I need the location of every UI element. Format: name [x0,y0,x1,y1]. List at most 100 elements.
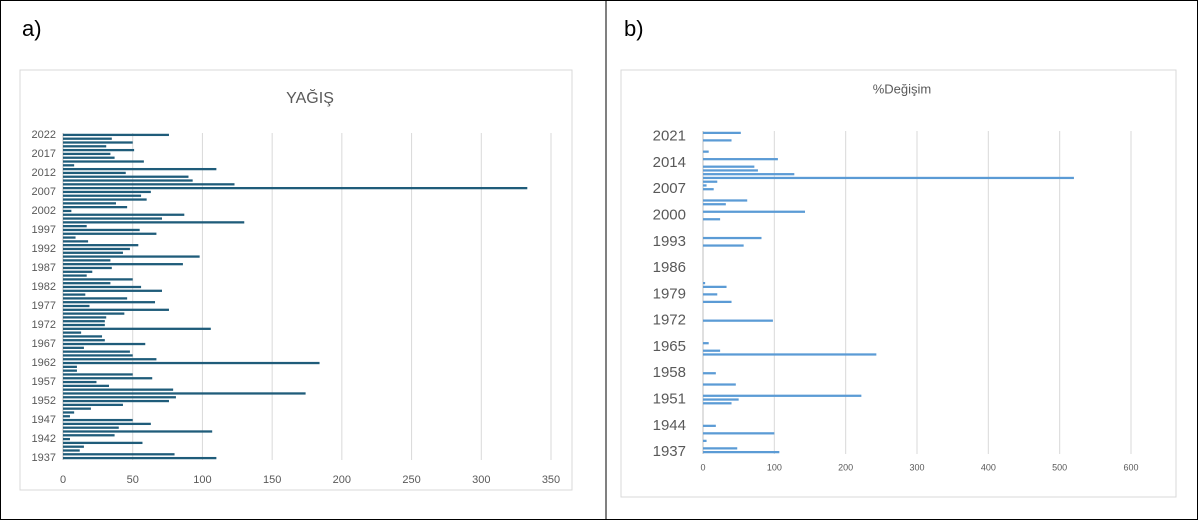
bar [63,160,144,163]
bar [63,217,162,220]
bar [63,434,115,437]
bar [63,399,169,403]
bar [703,184,707,187]
x-tick-label: 100 [767,462,782,472]
y-tick-label: 1972 [32,319,56,331]
bar [63,221,245,224]
bar [63,194,142,197]
bar [703,244,744,247]
bar [63,285,142,289]
bar [63,259,111,262]
bar [703,218,721,221]
bar [63,369,77,372]
bar [703,169,758,172]
bar [63,312,125,315]
y-tick-label: 1982 [32,281,56,293]
bar [63,335,103,338]
y-tick-label: 1987 [32,262,56,274]
bar [63,342,146,346]
y-tick-label: 1986 [653,259,686,276]
panel-label: a) [22,16,42,41]
y-tick-label: 1962 [32,357,56,369]
bar [703,342,709,345]
bar [63,445,84,448]
bar [63,247,130,251]
y-tick-label: 1972 [653,312,686,329]
bar [63,179,193,182]
bar [63,441,143,445]
y-tick-label: 2000 [653,206,686,223]
bar [63,365,77,368]
bar [63,183,235,186]
bar [63,430,213,433]
bar [63,415,70,418]
panel-label: b) [624,16,644,41]
y-tick-label: 1993 [653,233,686,250]
bar [703,210,806,213]
bar [703,281,706,285]
bar [63,388,174,391]
bar [63,320,105,323]
x-tick-label: 300 [472,474,490,486]
y-tick-label: 2022 [32,129,56,141]
x-tick-label: 350 [542,474,560,486]
bar [703,285,727,288]
y-tick-label: 2017 [32,148,56,160]
bar [63,361,320,365]
y-tick-label: 1947 [32,414,56,426]
bar [703,349,721,352]
bar [703,402,732,405]
bar [63,449,80,452]
y-tick-label: 1958 [653,364,686,381]
bar [63,346,84,349]
x-tick-label: 50 [127,474,139,486]
y-tick-label: 2014 [653,154,686,171]
bar [63,175,189,178]
y-tick-label: 1997 [32,224,56,236]
bar [63,236,76,239]
bar [63,350,130,353]
bar [63,301,156,304]
bar [63,456,217,460]
chart-title: YAĞIŞ [286,88,334,107]
x-tick-label: 250 [402,474,420,486]
y-tick-label: 1957 [32,376,56,388]
y-tick-label: 1937 [32,452,56,464]
bar [63,266,112,270]
bar [63,327,211,330]
y-tick-label: 1979 [653,285,686,302]
x-tick-label: 150 [263,474,281,486]
bar [63,418,133,422]
y-tick-label: 2002 [32,205,56,217]
bar [63,358,157,361]
bar [703,150,709,153]
bar [63,232,157,235]
bar [703,158,778,161]
bar [703,383,736,386]
y-tick-label: 2021 [653,128,686,145]
bar [63,422,151,426]
bar [63,323,105,327]
bar [63,396,176,399]
bar [63,407,91,410]
bar [703,439,707,442]
x-tick-label: 0 [60,474,66,486]
bar [63,278,133,281]
y-tick-label: 1937 [653,443,686,460]
x-tick-label: 600 [1123,462,1138,472]
chart-frame [19,69,573,491]
bar [63,206,128,209]
bar [703,432,775,435]
bar [63,392,306,395]
bar [703,188,714,191]
y-tick-label: 1965 [653,338,686,355]
bar [703,394,862,397]
bar [63,209,72,213]
bar [63,339,105,342]
x-tick-label: 500 [1052,462,1067,472]
bar [63,331,82,334]
bar [703,398,739,401]
bar [63,190,151,194]
bar [703,372,716,375]
bar [63,171,126,175]
